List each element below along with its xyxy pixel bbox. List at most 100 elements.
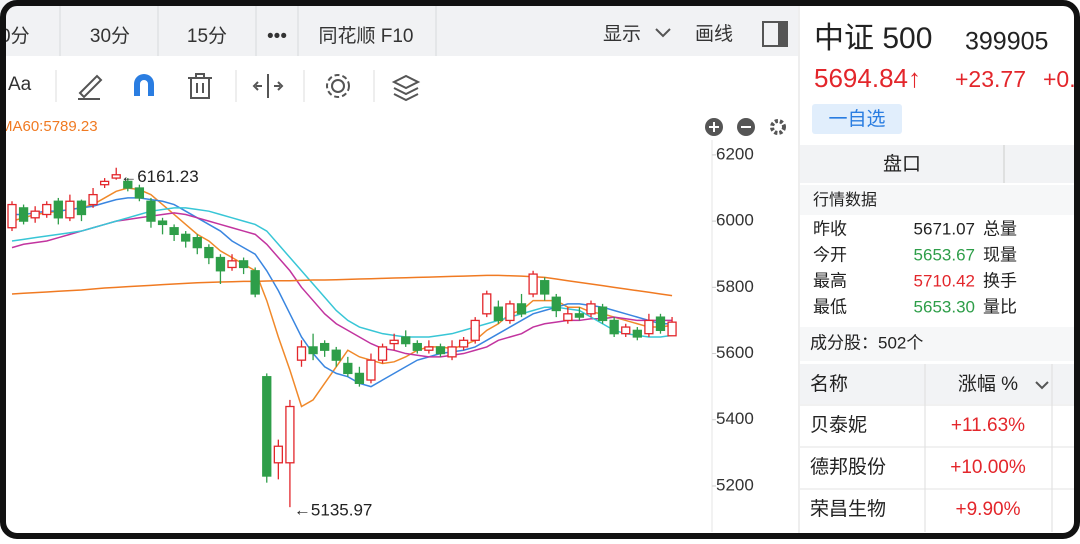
tab[interactable]: 0分 bbox=[0, 25, 30, 47]
candle-body bbox=[308, 346, 318, 355]
candle-body bbox=[123, 180, 133, 189]
candle-body bbox=[366, 359, 376, 381]
moving-average bbox=[11, 187, 673, 408]
col-header[interactable]: 涨幅 % bbox=[958, 373, 1018, 395]
candle-body bbox=[331, 349, 341, 361]
candle-body bbox=[285, 405, 295, 464]
toolbar bbox=[0, 0, 798, 56]
candle-body bbox=[435, 346, 446, 355]
col-header: 名称 bbox=[810, 373, 848, 395]
candle-body bbox=[505, 303, 515, 322]
moving-average bbox=[11, 207, 673, 338]
watch-label: 一自选 bbox=[828, 108, 885, 130]
plot bbox=[7, 167, 677, 508]
indicator-label: MA60:5789.23 bbox=[0, 118, 98, 135]
candle-body bbox=[99, 180, 110, 186]
y-tick-label: 6200 bbox=[716, 144, 754, 163]
candle-body bbox=[458, 339, 469, 348]
candle-body bbox=[540, 280, 550, 295]
candle-body bbox=[424, 346, 434, 351]
stat-value: 5653.30 bbox=[914, 297, 975, 316]
stat-label: 换手 bbox=[983, 271, 1017, 290]
candle-body bbox=[227, 260, 237, 269]
stock-change: +9.90% bbox=[956, 499, 1021, 520]
candle-body bbox=[343, 362, 353, 375]
candle-body bbox=[412, 342, 422, 351]
tab[interactable]: 同花顺 F10 bbox=[318, 25, 413, 47]
index-code: 399905 bbox=[965, 28, 1048, 56]
display-button[interactable]: 显示 bbox=[603, 24, 641, 45]
candle-body bbox=[134, 187, 145, 199]
chevron bbox=[655, 28, 671, 38]
candle-body bbox=[574, 313, 585, 318]
zoom-controls[interactable] bbox=[705, 118, 786, 136]
candle-body bbox=[30, 210, 40, 219]
tab-row bbox=[800, 145, 1080, 183]
candle-body bbox=[563, 313, 573, 322]
candle-body bbox=[181, 233, 191, 242]
constituents: 成分股：502个 bbox=[810, 333, 923, 352]
candle-body bbox=[273, 445, 283, 464]
candle-body bbox=[516, 303, 527, 315]
candle-body bbox=[146, 200, 156, 222]
candle-body bbox=[250, 270, 260, 295]
candle-body bbox=[389, 339, 399, 345]
candle-body bbox=[655, 316, 666, 332]
watch-button[interactable] bbox=[812, 104, 902, 134]
section-title: 行情数据 bbox=[813, 191, 877, 209]
stat-label: 今开 bbox=[813, 245, 847, 264]
font-tool[interactable]: Aa bbox=[8, 74, 32, 95]
draw-button[interactable]: 画线 bbox=[695, 23, 733, 45]
candle-body bbox=[7, 203, 17, 229]
candle-body bbox=[482, 293, 492, 315]
stat-label: 最低 bbox=[813, 297, 847, 316]
y-tick-label: 5800 bbox=[716, 277, 754, 296]
candle-body bbox=[493, 306, 504, 322]
candle-body bbox=[644, 319, 654, 335]
candle-body bbox=[586, 303, 596, 315]
annotation: ←6161.23 bbox=[120, 167, 198, 186]
stat-value: 5710.42 bbox=[914, 271, 975, 290]
tab[interactable]: 30分 bbox=[90, 25, 130, 47]
stat-label: 最高 bbox=[813, 271, 847, 290]
stat-value: 5671.07 bbox=[914, 219, 975, 238]
y-tick-label: 5200 bbox=[716, 475, 754, 494]
candle-body bbox=[296, 346, 307, 361]
candle-body bbox=[667, 321, 677, 337]
moving-average bbox=[11, 274, 673, 297]
candle-body bbox=[320, 342, 330, 351]
candle-body bbox=[597, 306, 608, 322]
stock-change: +10.00% bbox=[950, 457, 1026, 478]
candle-body bbox=[169, 227, 179, 236]
candle-body bbox=[238, 260, 249, 269]
candle-body bbox=[53, 200, 63, 219]
tab[interactable]: 15分 bbox=[187, 25, 227, 47]
tool-icons[interactable] bbox=[78, 73, 421, 102]
change-pct: +0. bbox=[1043, 66, 1076, 92]
candle-body bbox=[18, 207, 29, 222]
tab[interactable]: ••• bbox=[267, 26, 287, 47]
candle-body bbox=[609, 319, 619, 335]
tool-dividers bbox=[55, 70, 375, 102]
stock-name: 贝泰妮 bbox=[810, 414, 867, 436]
candle-body bbox=[157, 220, 168, 226]
candle-body bbox=[262, 376, 272, 477]
candle-body bbox=[354, 372, 365, 384]
candle-body bbox=[65, 200, 75, 219]
candle-body bbox=[551, 296, 561, 312]
candle-body bbox=[42, 203, 52, 216]
price: 5694.84↑ bbox=[814, 63, 921, 93]
candle-body bbox=[192, 237, 202, 249]
candle-body bbox=[447, 346, 457, 358]
candle-body bbox=[401, 336, 411, 345]
change: +23.77 bbox=[955, 66, 1026, 92]
moving-average bbox=[12, 197, 673, 388]
tab[interactable]: 盘口 bbox=[883, 153, 921, 175]
stock-name: 荣昌生物 bbox=[810, 498, 886, 520]
sort-icon[interactable] bbox=[1035, 381, 1049, 390]
table-grid bbox=[924, 364, 1053, 532]
